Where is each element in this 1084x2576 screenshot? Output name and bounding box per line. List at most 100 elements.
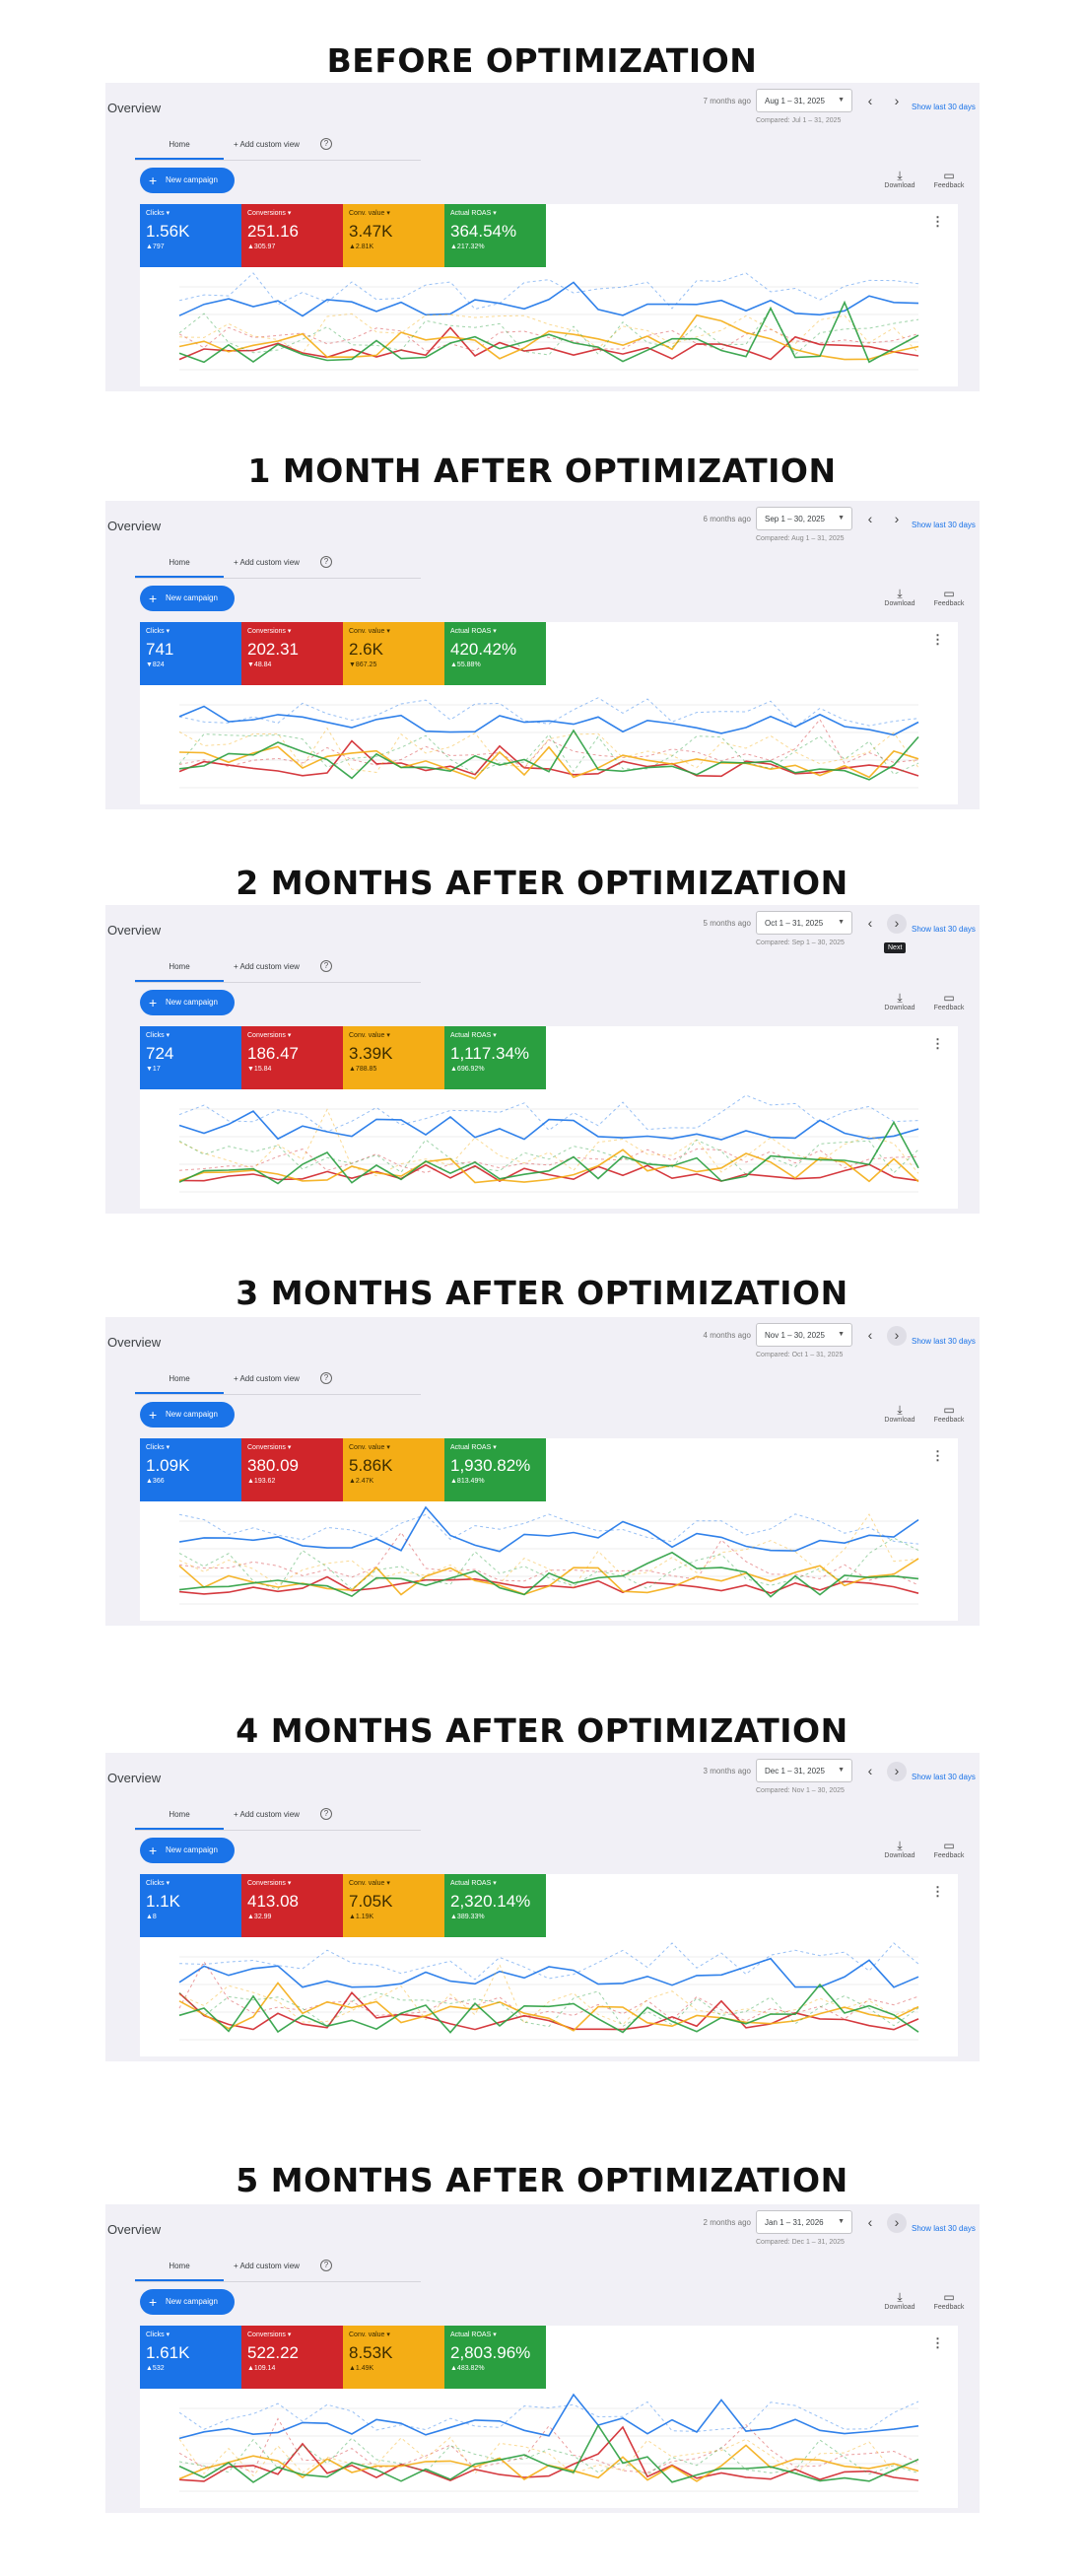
metric-label: Actual ROAS ▾ [450,210,497,217]
tab-home[interactable]: Home [169,140,190,149]
metric-conversions[interactable]: Conversions ▾ 522.22 ▲109.14 [241,2326,343,2389]
show-last-30-days-link[interactable]: Show last 30 days [912,1773,976,1781]
metric-actual-roas[interactable]: Actual ROAS ▾ 2,803.96% ▲483.82% [444,2326,546,2389]
metric-conversions[interactable]: Conversions ▾ 202.31 ▼48.84 [241,622,343,685]
add-custom-view-tab[interactable]: + Add custom view [234,1374,300,1383]
more-vert-icon[interactable]: ⋮ [931,1448,944,1463]
show-last-30-days-link[interactable]: Show last 30 days [912,925,976,934]
download-button[interactable]: ⤓ Download [878,169,921,189]
metric-conv-value[interactable]: Conv. value ▾ 8.53K ▲1.49K [343,2326,444,2389]
feedback-button[interactable]: ▭ Feedback [927,991,971,1011]
plus-icon: + [149,1843,158,1858]
download-button[interactable]: ⤓ Download [878,2290,921,2311]
metric-actual-roas[interactable]: Actual ROAS ▾ 2,320.14% ▲389.33% [444,1874,546,1937]
date-range-selector[interactable]: Aug 1 – 31, 2025 ▼ [756,89,852,112]
metric-conv-value[interactable]: Conv. value ▾ 5.86K ▲2.47K [343,1438,444,1501]
metric-clicks[interactable]: Clicks ▾ 1.61K ▲532 [140,2326,241,2389]
download-button[interactable]: ⤓ Download [878,991,921,1011]
add-custom-view-tab[interactable]: + Add custom view [234,962,300,971]
clicks-comparison-line [178,1942,919,1981]
chevron-left-icon[interactable]: ‹ [867,511,873,526]
metric-conversions[interactable]: Conversions ▾ 413.08 ▲32.99 [241,1874,343,1937]
chevron-left-icon[interactable]: ‹ [867,915,873,931]
chevron-right-icon[interactable]: › [887,914,907,934]
help-icon[interactable]: ? [320,2260,332,2271]
new-campaign-button[interactable]: + New campaign [140,168,235,193]
help-icon[interactable]: ? [320,1808,332,1820]
metric-delta: ▲532 [146,2365,165,2372]
metric-conv-value[interactable]: Conv. value ▾ 7.05K ▲1.19K [343,1874,444,1937]
more-vert-icon[interactable]: ⋮ [931,632,944,647]
date-range-selector[interactable]: Dec 1 – 31, 2025 ▼ [756,1759,852,1782]
show-last-30-days-link[interactable]: Show last 30 days [912,521,976,529]
metric-clicks[interactable]: Clicks ▾ 1.09K ▲366 [140,1438,241,1501]
chevron-right-icon[interactable]: › [894,511,900,526]
metric-conv-value[interactable]: Conv. value ▾ 3.47K ▲2.81K [343,204,444,267]
feedback-button[interactable]: ▭ Feedback [927,587,971,607]
show-last-30-days-link[interactable]: Show last 30 days [912,103,976,111]
add-custom-view-tab[interactable]: + Add custom view [234,558,300,567]
metric-conversions[interactable]: Conversions ▾ 380.09 ▲193.62 [241,1438,343,1501]
chevron-left-icon[interactable]: ‹ [867,93,873,108]
feedback-button[interactable]: ▭ Feedback [927,169,971,189]
help-icon[interactable]: ? [320,960,332,972]
chevron-left-icon[interactable]: ‹ [867,2214,873,2230]
metric-conv-value[interactable]: Conv. value ▾ 3.39K ▲788.85 [343,1026,444,1089]
add-custom-view-tab[interactable]: + Add custom view [234,2262,300,2270]
tab-home[interactable]: Home [169,558,190,567]
feedback-button[interactable]: ▭ Feedback [927,1403,971,1424]
feedback-button[interactable]: ▭ Feedback [927,1839,971,1859]
download-button[interactable]: ⤓ Download [878,587,921,607]
metric-actual-roas[interactable]: Actual ROAS ▾ 364.54% ▲217.32% [444,204,546,267]
metric-clicks[interactable]: Clicks ▾ 741 ▼824 [140,622,241,685]
clicks-comparison-line [178,272,919,311]
help-icon[interactable]: ? [320,556,332,568]
metric-conversions[interactable]: Conversions ▾ 251.16 ▲305.97 [241,204,343,267]
new-campaign-button[interactable]: + New campaign [140,990,235,1015]
metric-label: Conversions ▾ [247,628,292,635]
metric-clicks[interactable]: Clicks ▾ 724 ▼17 [140,1026,241,1089]
date-range-selector[interactable]: Jan 1 – 31, 2026 ▼ [756,2210,852,2234]
add-custom-view-label: Add custom view [239,2262,300,2270]
chevron-left-icon[interactable]: ‹ [867,1327,873,1343]
chevron-left-icon[interactable]: ‹ [867,1763,873,1778]
more-vert-icon[interactable]: ⋮ [931,1036,944,1051]
new-campaign-button[interactable]: + New campaign [140,1402,235,1427]
chevron-right-icon[interactable]: › [887,2213,907,2233]
chevron-right-icon[interactable]: › [887,1326,907,1346]
metric-clicks[interactable]: Clicks ▾ 1.56K ▲797 [140,204,241,267]
tab-home[interactable]: Home [169,2262,190,2270]
feedback-button[interactable]: ▭ Feedback [927,2290,971,2311]
more-vert-icon[interactable]: ⋮ [931,214,944,229]
clicks-comparison-line [178,697,919,729]
tab-home[interactable]: Home [169,962,190,971]
help-icon[interactable]: ? [320,138,332,150]
metric-actual-roas[interactable]: Actual ROAS ▾ 420.42% ▲55.88% [444,622,546,685]
date-range-selector[interactable]: Sep 1 – 30, 2025 ▼ [756,507,852,530]
metric-value: 741 [146,640,174,659]
show-last-30-days-link[interactable]: Show last 30 days [912,1337,976,1346]
metric-conversions[interactable]: Conversions ▾ 186.47 ▼15.84 [241,1026,343,1089]
metric-clicks[interactable]: Clicks ▾ 1.1K ▲8 [140,1874,241,1937]
new-campaign-button[interactable]: + New campaign [140,586,235,611]
new-campaign-button[interactable]: + New campaign [140,1838,235,1863]
help-icon[interactable]: ? [320,1372,332,1384]
date-range-selector[interactable]: Nov 1 – 30, 2025 ▼ [756,1323,852,1347]
new-campaign-button[interactable]: + New campaign [140,2289,235,2315]
download-button[interactable]: ⤓ Download [878,1403,921,1424]
more-vert-icon[interactable]: ⋮ [931,2335,944,2350]
metric-conv-value[interactable]: Conv. value ▾ 2.6K ▼867.25 [343,622,444,685]
metric-label: Actual ROAS ▾ [450,628,497,635]
add-custom-view-tab[interactable]: + Add custom view [234,1810,300,1819]
show-last-30-days-link[interactable]: Show last 30 days [912,2224,976,2233]
more-vert-icon[interactable]: ⋮ [931,1884,944,1899]
date-range-selector[interactable]: Oct 1 – 31, 2025 ▼ [756,911,852,935]
chevron-right-icon[interactable]: › [894,93,900,108]
metric-actual-roas[interactable]: Actual ROAS ▾ 1,117.34% ▲696.92% [444,1026,546,1089]
tab-home[interactable]: Home [169,1810,190,1819]
metric-actual-roas[interactable]: Actual ROAS ▾ 1,930.82% ▲813.49% [444,1438,546,1501]
download-button[interactable]: ⤓ Download [878,1839,921,1859]
tab-home[interactable]: Home [169,1374,190,1383]
add-custom-view-tab[interactable]: + Add custom view [234,140,300,149]
chevron-right-icon[interactable]: › [887,1762,907,1781]
